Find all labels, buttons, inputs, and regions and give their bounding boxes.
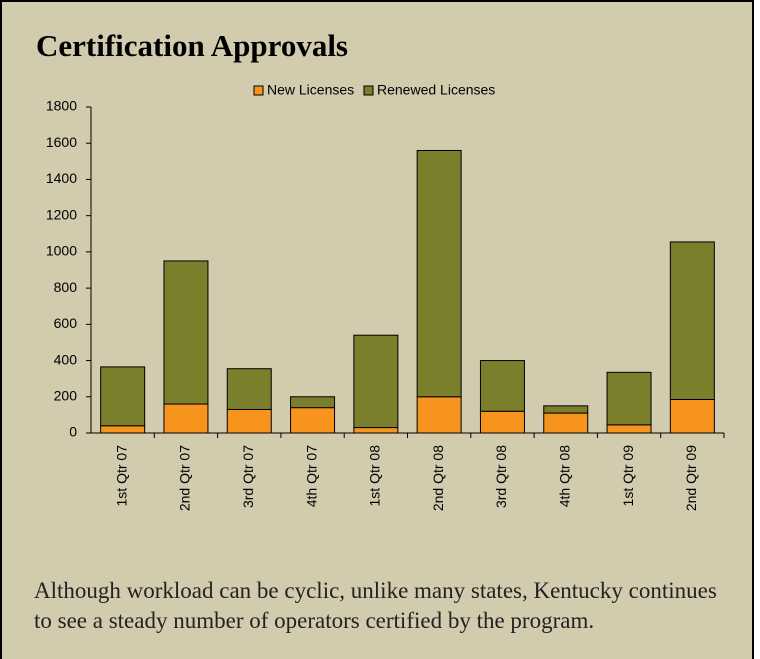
y-tick-label: 0 bbox=[69, 424, 77, 440]
legend-swatch bbox=[363, 85, 374, 96]
x-tick-label: 2nd Qtr 09 bbox=[683, 445, 699, 511]
bar-segment bbox=[163, 260, 209, 405]
bar-segment bbox=[100, 425, 146, 434]
y-tick-label: 1200 bbox=[46, 206, 77, 222]
x-tick-label: 4th Qtr 07 bbox=[303, 445, 319, 507]
y-tick-label: 400 bbox=[54, 351, 78, 367]
y-tick-label: 600 bbox=[54, 315, 78, 331]
bar-segment bbox=[100, 366, 146, 427]
y-tick-label: 1600 bbox=[46, 134, 77, 150]
x-tick-label: 1st Qtr 09 bbox=[620, 445, 636, 507]
y-tick-label: 800 bbox=[54, 279, 78, 295]
bar-segment bbox=[226, 368, 272, 410]
x-tick-label: 3rd Qtr 08 bbox=[493, 445, 509, 508]
bar-segment bbox=[669, 241, 715, 400]
x-tick-label: 2nd Qtr 07 bbox=[177, 445, 193, 511]
caption: Although workload can be cyclic, unlike … bbox=[34, 578, 717, 633]
bar-segment bbox=[543, 405, 589, 414]
bar-segment bbox=[163, 403, 209, 434]
bar-segment bbox=[290, 396, 336, 409]
x-tick-label: 3rd Qtr 07 bbox=[240, 445, 256, 508]
bar-segment bbox=[226, 408, 272, 434]
bar-segment bbox=[353, 334, 399, 429]
chart-title: Certification Approvals bbox=[36, 28, 348, 63]
y-tick-label: 1000 bbox=[46, 243, 77, 259]
chart: Certification Approvals New Licenses Rene… bbox=[36, 28, 725, 511]
legend-label: Renewed Licenses bbox=[377, 82, 495, 98]
bar-segment bbox=[606, 424, 652, 434]
bar-segment bbox=[416, 396, 462, 434]
x-tick-label: 4th Qtr 08 bbox=[556, 445, 572, 507]
legend-swatch bbox=[253, 85, 264, 96]
legend: New Licenses Renewed Licenses bbox=[253, 82, 495, 98]
bar-segment bbox=[353, 427, 399, 434]
y-tick-label: 1800 bbox=[46, 98, 77, 114]
bar-segment bbox=[543, 412, 589, 434]
x-tick-label: 1st Qtr 07 bbox=[113, 445, 129, 507]
legend-label: New Licenses bbox=[267, 82, 354, 98]
bar-segment bbox=[290, 407, 336, 434]
bar-segment bbox=[479, 410, 525, 434]
bar-segment bbox=[416, 149, 462, 398]
x-tick-label: 2nd Qtr 08 bbox=[430, 445, 446, 511]
y-tick-label: 1400 bbox=[46, 170, 77, 186]
bar-segment bbox=[479, 360, 525, 412]
y-tick-label: 200 bbox=[54, 387, 78, 403]
bar-segment bbox=[669, 398, 715, 434]
bar-segment bbox=[606, 371, 652, 426]
x-tick-label: 1st Qtr 08 bbox=[367, 445, 383, 507]
